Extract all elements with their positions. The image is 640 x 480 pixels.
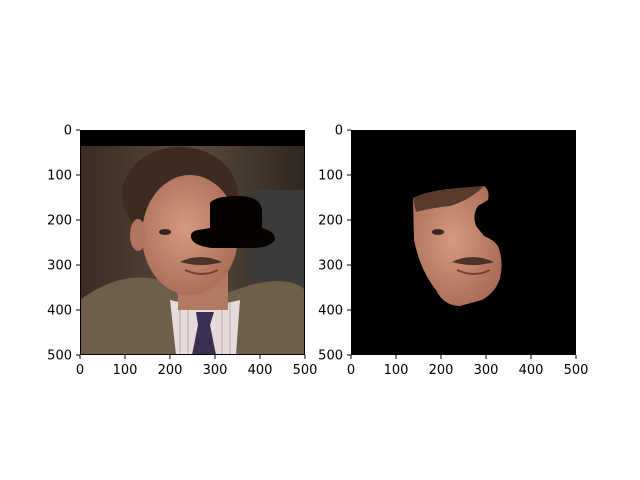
right-ticks: 0 100 200 300 400 500 0 100 200 300 400 500 [318,124,588,379]
right-y-tick-label: 100 [318,169,343,184]
right-x-tick-label: 400 [519,363,544,378]
left-ticks: 0 100 200 300 400 500 0 100 200 300 400 500 [47,124,317,379]
left-y-tick-label: 400 [47,304,72,319]
right-x-tick-label: 100 [384,363,409,378]
right-image [351,130,576,355]
left-x-tick-label: 300 [203,363,228,378]
left-y-tick-label: 0 [64,124,72,139]
left-x-tick-label: 500 [293,363,318,378]
right-x-tick-label: 200 [429,363,454,378]
left-x-tick-label: 0 [76,363,84,378]
right-y-tick-label: 0 [335,124,343,139]
left-y-tick-label: 500 [47,349,72,364]
right-y-tick-label: 200 [318,214,343,229]
right-axes: 0 100 200 300 400 500 0 100 200 300 400 500 [318,124,588,379]
left-y-tick-label: 200 [47,214,72,229]
right-x-tick-label: 0 [347,363,355,378]
left-x-tick-label: 400 [248,363,273,378]
right-y-tick-label: 400 [318,304,343,319]
right-y-tick-label: 500 [318,349,343,364]
left-y-tick-label: 300 [47,259,72,274]
right-x-tick-label: 500 [564,363,589,378]
right-x-tick-label: 300 [474,363,499,378]
left-x-tick-label: 100 [113,363,138,378]
left-x-tick-label: 200 [158,363,183,378]
left-axes: 0 100 200 300 400 500 0 100 200 300 400 500 [47,124,317,379]
left-image [80,130,305,355]
left-y-tick-label: 100 [47,169,72,184]
right-y-tick-label: 300 [318,259,343,274]
